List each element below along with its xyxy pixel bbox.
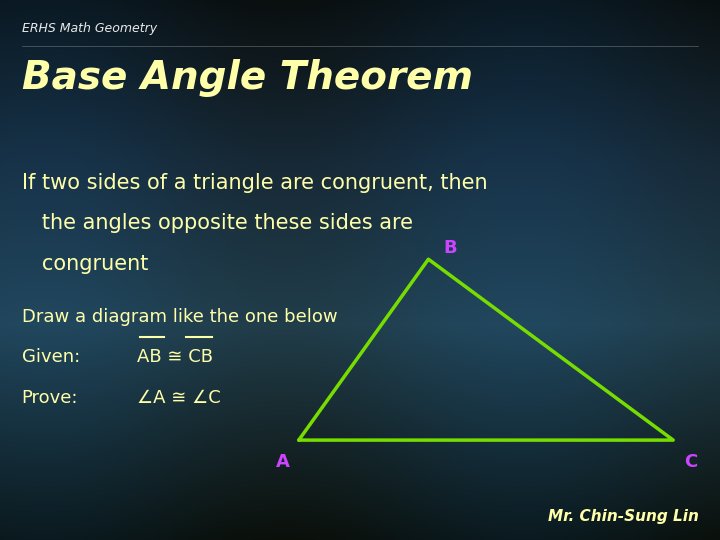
Text: Draw a diagram like the one below: Draw a diagram like the one below: [22, 308, 337, 326]
Text: Base Angle Theorem: Base Angle Theorem: [22, 59, 472, 97]
Text: Given:: Given:: [22, 348, 80, 366]
Text: AB ≅ CB: AB ≅ CB: [137, 348, 213, 366]
Text: the angles opposite these sides are: the angles opposite these sides are: [22, 213, 413, 233]
Text: B: B: [444, 239, 456, 258]
Text: ∠A ≅ ∠C: ∠A ≅ ∠C: [137, 389, 220, 407]
Text: Mr. Chin-Sung Lin: Mr. Chin-Sung Lin: [547, 509, 698, 524]
Text: C: C: [685, 453, 698, 471]
Text: congruent: congruent: [22, 254, 148, 274]
Text: If two sides of a triangle are congruent, then: If two sides of a triangle are congruent…: [22, 173, 487, 193]
Text: A: A: [276, 453, 290, 471]
Text: ERHS Math Geometry: ERHS Math Geometry: [22, 22, 157, 35]
Text: Prove:: Prove:: [22, 389, 78, 407]
